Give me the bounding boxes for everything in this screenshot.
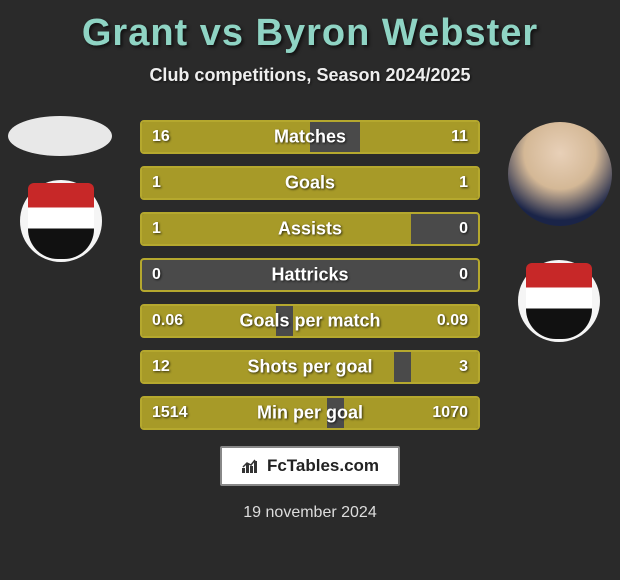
club-crest-icon [28,183,94,259]
stat-label: Goals [142,173,478,194]
stats-container: 1611Matches 11Goals 10Assists 00Hattricks 0.… [140,120,480,442]
stat-row: 0.060.09Goals per match [140,304,480,338]
player-right-photo [508,122,612,226]
stat-row: 123Shots per goal [140,350,480,384]
club-crest-icon [526,263,592,339]
stat-label: Goals per match [142,311,478,332]
footer-date: 19 november 2024 [0,504,620,522]
stat-label: Assists [142,219,478,240]
player-left-club-badge [20,180,102,262]
chart-icon [241,458,261,474]
footer-brand-text: FcTables.com [267,456,379,476]
stat-row: 1611Matches [140,120,480,154]
stat-row: 11Goals [140,166,480,200]
comparison-subtitle: Club competitions, Season 2024/2025 [0,65,620,86]
stat-label: Hattricks [142,265,478,286]
player-left-photo [8,116,112,156]
stat-row: 10Assists [140,212,480,246]
stat-label: Shots per goal [142,357,478,378]
stat-label: Matches [142,127,478,148]
comparison-title: Grant vs Byron Webster [0,0,620,55]
stat-label: Min per goal [142,403,478,424]
player-right-club-badge [518,260,600,342]
stat-row: 00Hattricks [140,258,480,292]
footer-brand-badge: FcTables.com [220,446,400,486]
stat-row: 15141070Min per goal [140,396,480,430]
